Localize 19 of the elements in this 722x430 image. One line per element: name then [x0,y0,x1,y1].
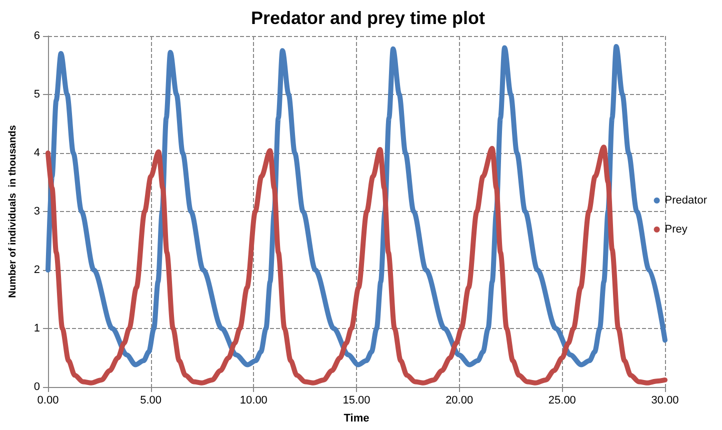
y-axis-title: Number of individuals in thousands [8,124,18,298]
x-tick-label: 30.00 [651,394,679,406]
y-tick-label: 4 [34,147,40,159]
x-tick-label: 15.00 [342,394,370,406]
x-tick-label: 20.00 [446,394,474,406]
x-tick-label: 10.00 [240,394,268,406]
y-tick-label: 6 [34,30,40,42]
x-axis-title: Time [344,412,370,424]
x-tick-label: 25.00 [548,394,576,406]
y-tick-label: 3 [34,206,40,218]
y-tick-label: 1 [34,322,40,334]
x-tick-label: 5.00 [140,394,162,406]
y-tick-label: 5 [34,88,40,100]
x-tick-label: 0.00 [37,394,59,406]
legend-label: Predator [664,194,708,206]
legend-label: Prey [664,224,688,236]
y-tick-label: 2 [34,264,40,276]
y-tick-label: 0 [34,381,40,393]
chart-title: Predator and prey time plot [250,8,486,28]
